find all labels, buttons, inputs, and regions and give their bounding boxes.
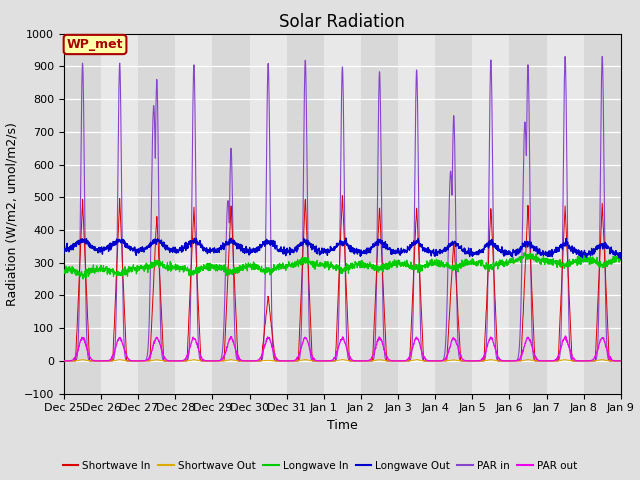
Bar bbox=[324, 34, 361, 394]
Bar bbox=[398, 34, 435, 394]
Bar bbox=[435, 34, 472, 394]
Y-axis label: Radiation (W/m2, umol/m2/s): Radiation (W/m2, umol/m2/s) bbox=[5, 121, 19, 306]
Bar bbox=[509, 34, 547, 394]
Bar bbox=[287, 34, 324, 394]
X-axis label: Time: Time bbox=[327, 419, 358, 432]
Title: Solar Radiation: Solar Radiation bbox=[280, 12, 405, 31]
Bar bbox=[101, 34, 138, 394]
Legend: Shortwave In, Shortwave Out, Longwave In, Longwave Out, PAR in, PAR out: Shortwave In, Shortwave Out, Longwave In… bbox=[58, 456, 582, 475]
Bar bbox=[472, 34, 509, 394]
Bar bbox=[250, 34, 287, 394]
Bar bbox=[212, 34, 250, 394]
Bar bbox=[175, 34, 212, 394]
Bar bbox=[584, 34, 621, 394]
Bar bbox=[361, 34, 398, 394]
Text: WP_met: WP_met bbox=[67, 38, 124, 51]
Bar bbox=[138, 34, 175, 394]
Bar bbox=[64, 34, 101, 394]
Bar bbox=[547, 34, 584, 394]
